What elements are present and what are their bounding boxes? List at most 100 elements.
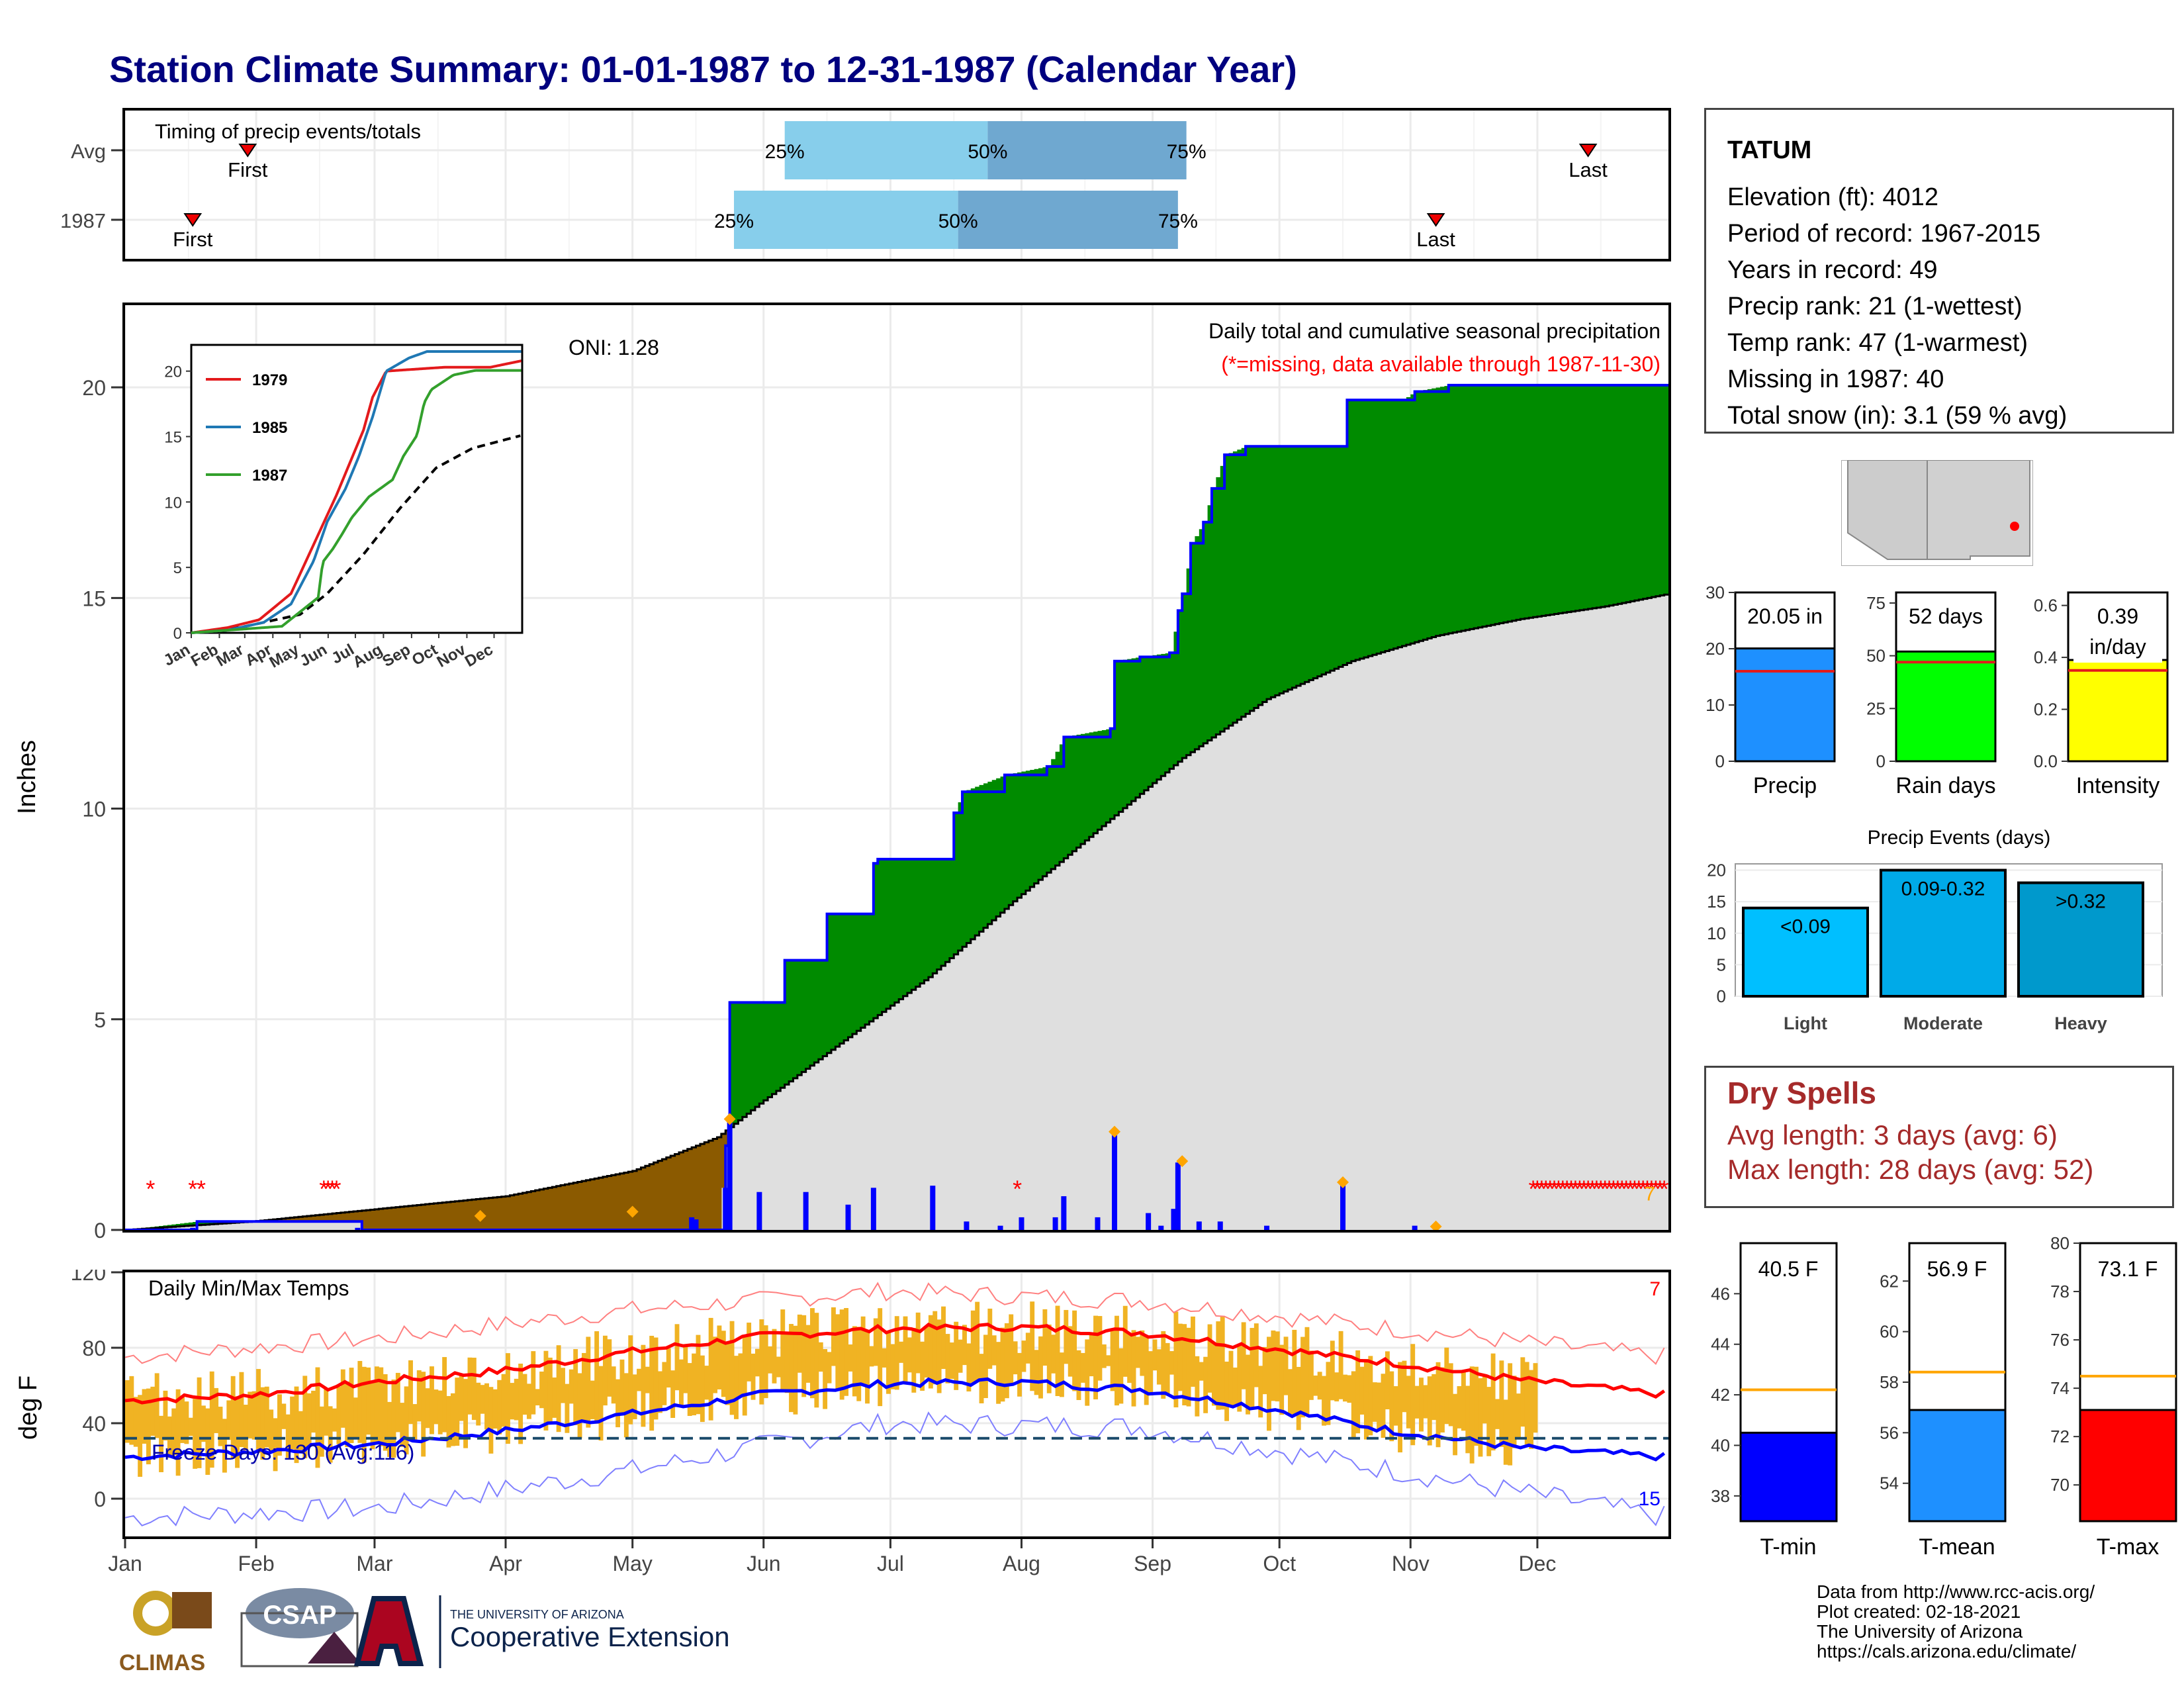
daily-temp-bar bbox=[1140, 1330, 1145, 1376]
daily-temp-bar bbox=[1152, 1339, 1158, 1371]
daily-temp-bar bbox=[298, 1411, 303, 1450]
mini-bar-category-label: Intensity bbox=[2076, 773, 2160, 798]
events-category-label: Light bbox=[1784, 1013, 1827, 1033]
missing-asterisk: * bbox=[1621, 1175, 1631, 1202]
daily-temp-bar bbox=[734, 1356, 739, 1419]
daily-temp-bar bbox=[370, 1382, 375, 1450]
daily-temp-bar bbox=[1177, 1323, 1183, 1391]
daily-temp-bar bbox=[188, 1417, 193, 1436]
daily-temp-bar bbox=[539, 1371, 545, 1409]
events-category-label: Moderate bbox=[1903, 1013, 1983, 1033]
daily-temp-bar bbox=[678, 1359, 684, 1407]
daily-temp-bar bbox=[1232, 1367, 1238, 1407]
daily-temp-bar bbox=[623, 1373, 629, 1438]
daily-temp-bar bbox=[1101, 1344, 1107, 1368]
missing-asterisk: * bbox=[1643, 1175, 1652, 1202]
daily-temp-bar bbox=[831, 1307, 836, 1366]
timing-p50-label: 50% bbox=[968, 141, 1007, 163]
mini-bar-tick-label: 56 bbox=[1880, 1423, 1899, 1442]
daily-temp-bar bbox=[738, 1353, 743, 1397]
credit-url: https://cals.arizona.edu/climate/ bbox=[1817, 1641, 2077, 1662]
missing-asterisk: * bbox=[1651, 1175, 1661, 1202]
daily-temp-bar bbox=[915, 1312, 921, 1374]
events-bar-label: <0.09 bbox=[1780, 916, 1831, 938]
daily-temp-bar bbox=[222, 1419, 227, 1473]
mini-bar-value-label: 0.39 bbox=[2097, 604, 2138, 628]
missing-asterisk: * bbox=[1600, 1175, 1610, 1202]
daily-temp-bar bbox=[619, 1359, 625, 1415]
mini-bar-value-label: 56.9 F bbox=[1927, 1257, 1987, 1281]
daily-temp-bar bbox=[1406, 1376, 1411, 1429]
mini-bar-tick-label: 0 bbox=[1715, 751, 1725, 771]
inset-xtick-label: Mar bbox=[213, 641, 246, 671]
daily-temp-bar bbox=[1025, 1333, 1030, 1364]
daily-temp-bar bbox=[869, 1346, 874, 1367]
avg-cumulative-area bbox=[125, 593, 1668, 1230]
snow-marker bbox=[626, 1205, 639, 1218]
daily-temp-bar bbox=[159, 1415, 164, 1472]
daily-temp-bar bbox=[793, 1325, 798, 1415]
record-min-line bbox=[124, 1411, 1665, 1526]
daily-temp-bar bbox=[890, 1344, 895, 1389]
daily-temp-bar bbox=[818, 1342, 823, 1372]
avg-max-line bbox=[124, 1323, 1666, 1405]
mini-bar-tick-label: 76 bbox=[2050, 1330, 2070, 1350]
daily-temp-bar bbox=[1080, 1352, 1085, 1383]
mini-bar-value bbox=[2079, 1409, 2177, 1523]
daily-temp-bar bbox=[277, 1394, 282, 1456]
daily-precip-bar bbox=[1196, 1221, 1202, 1230]
daily-temp-bar bbox=[395, 1372, 400, 1432]
precip-ytick-label: 20 bbox=[82, 376, 106, 400]
precip-ytick-label: 15 bbox=[82, 586, 106, 610]
station-precip-rank: Precip rank: 21 (1-wettest) bbox=[1727, 293, 2023, 320]
daily-temp-bar bbox=[1516, 1393, 1521, 1440]
events-category-label: Heavy bbox=[2054, 1013, 2107, 1033]
daily-precip-bar bbox=[997, 1225, 1003, 1230]
daily-temp-bar bbox=[1402, 1360, 1407, 1413]
daily-temp-bar bbox=[366, 1367, 371, 1435]
timing-last-label: Last bbox=[1569, 158, 1608, 181]
daily-temp-bar bbox=[615, 1379, 621, 1428]
daily-temp-bar bbox=[954, 1321, 959, 1390]
daily-temp-bar bbox=[1457, 1386, 1462, 1429]
daily-precip-bar bbox=[1217, 1221, 1223, 1230]
mini-bar-tick-label: 62 bbox=[1880, 1271, 1899, 1291]
daily-temp-bar bbox=[556, 1345, 561, 1432]
daily-temp-bar bbox=[235, 1396, 240, 1468]
daily-temp-bar bbox=[197, 1377, 202, 1468]
daily-precip-bar bbox=[727, 1116, 733, 1230]
daily-temp-bar bbox=[226, 1400, 232, 1440]
daily-temp-bar bbox=[463, 1379, 469, 1448]
daily-temp-bar bbox=[260, 1387, 265, 1460]
daily-temp-bar bbox=[1064, 1309, 1069, 1364]
daily-temp-bar bbox=[184, 1401, 189, 1444]
daily-temp-bar bbox=[1186, 1327, 1191, 1407]
daily-temp-bar bbox=[531, 1351, 536, 1415]
daily-temp-bar bbox=[637, 1368, 641, 1391]
precip-events-chart: Precip Events (days) 0 5 10 15 20 <0.09 Light 0.… bbox=[1707, 827, 2163, 1033]
daily-temp-bar bbox=[480, 1385, 485, 1414]
daily-temp-bar bbox=[526, 1383, 531, 1419]
daily-temp-bar bbox=[827, 1352, 832, 1383]
daily-temp-bar bbox=[696, 1335, 701, 1415]
daily-temp-bar bbox=[450, 1393, 455, 1446]
climas-logo-text: CLIMAS bbox=[119, 1650, 205, 1675]
mini-bar-tick-label: 70 bbox=[2050, 1475, 2070, 1495]
daily-temp-bar bbox=[1169, 1351, 1174, 1375]
daily-temp-bar bbox=[1148, 1351, 1154, 1396]
daily-temp-bar bbox=[713, 1336, 717, 1393]
inset-ytick-label: 15 bbox=[164, 428, 182, 446]
daily-temp-bar bbox=[607, 1339, 612, 1397]
oni-value: ONI: 1.28 bbox=[569, 336, 659, 359]
daily-temp-bar bbox=[776, 1356, 781, 1378]
mini-bar-tick-label: 50 bbox=[1866, 646, 1886, 666]
daily-precip-bar bbox=[190, 1227, 196, 1230]
daily-temp-bar bbox=[996, 1342, 1001, 1404]
dry-spells-box: Dry Spells Avg length: 3 days (avg: 6) M… bbox=[1704, 1066, 2174, 1208]
daily-temp-bar bbox=[425, 1388, 430, 1429]
daily-precip-bar bbox=[845, 1204, 851, 1230]
daily-temp-bar bbox=[243, 1405, 248, 1450]
daily-temp-bar bbox=[983, 1335, 988, 1399]
missing-count: 7 bbox=[1644, 1183, 1655, 1205]
daily-temp-bar bbox=[1304, 1327, 1310, 1415]
